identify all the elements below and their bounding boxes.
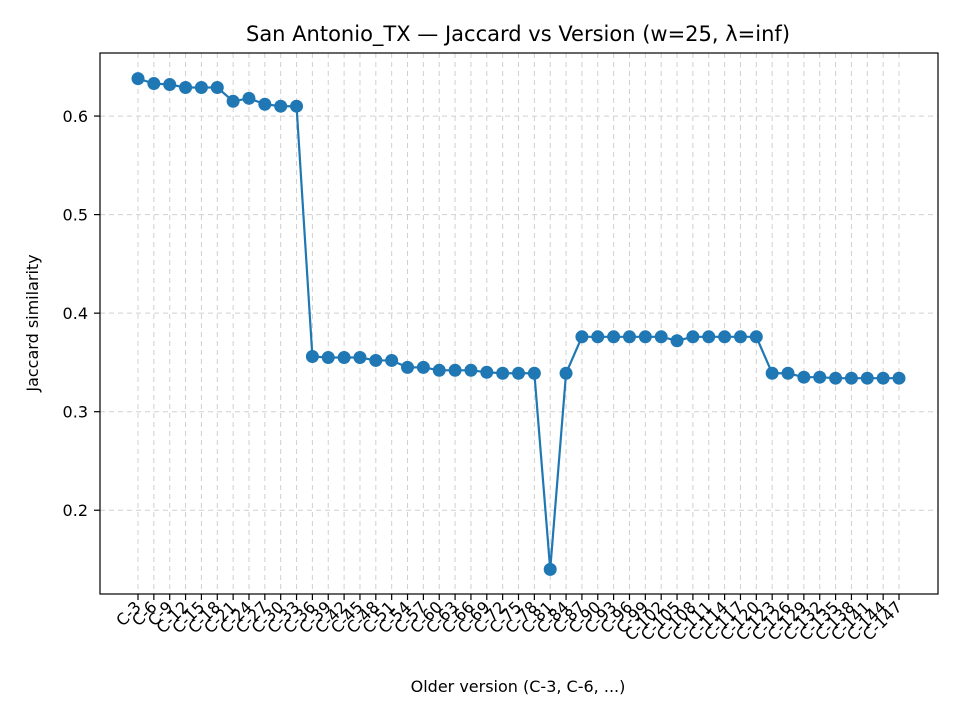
data-point bbox=[781, 366, 795, 380]
data-point bbox=[829, 371, 843, 385]
data-point bbox=[686, 330, 700, 344]
data-point bbox=[464, 363, 478, 377]
data-point bbox=[607, 330, 621, 344]
data-point bbox=[797, 370, 811, 384]
data-point bbox=[131, 72, 145, 86]
data-point bbox=[670, 334, 684, 348]
data-point bbox=[480, 365, 494, 379]
data-point bbox=[369, 353, 383, 367]
data-point bbox=[733, 330, 747, 344]
data-point bbox=[702, 330, 716, 344]
data-point bbox=[591, 330, 605, 344]
data-point bbox=[210, 80, 224, 94]
y-axis-label: Jaccard similarity bbox=[23, 254, 42, 392]
y-tick-label: 0.5 bbox=[63, 206, 88, 225]
data-point bbox=[813, 370, 827, 384]
data-point bbox=[242, 91, 256, 105]
data-point bbox=[321, 350, 335, 364]
data-point bbox=[749, 330, 763, 344]
data-point bbox=[448, 363, 462, 377]
data-point bbox=[860, 371, 874, 385]
data-point bbox=[163, 78, 177, 92]
y-tick-label: 0.3 bbox=[63, 403, 88, 422]
data-point bbox=[401, 360, 415, 374]
data-point bbox=[654, 330, 668, 344]
data-point bbox=[496, 366, 510, 380]
data-point bbox=[543, 562, 557, 576]
data-point bbox=[416, 360, 430, 374]
data-point bbox=[258, 97, 272, 111]
data-point bbox=[385, 353, 399, 367]
y-tick-label: 0.6 bbox=[63, 107, 88, 126]
y-tick-label: 0.4 bbox=[63, 304, 88, 323]
data-point bbox=[575, 330, 589, 344]
data-point bbox=[290, 99, 304, 113]
data-point bbox=[527, 366, 541, 380]
data-point bbox=[432, 363, 446, 377]
data-point bbox=[226, 94, 240, 108]
series-layer bbox=[131, 72, 906, 576]
data-point bbox=[876, 371, 890, 385]
data-point bbox=[638, 330, 652, 344]
data-point bbox=[718, 330, 732, 344]
data-point bbox=[194, 80, 208, 94]
data-point bbox=[622, 330, 636, 344]
y-tick-label: 0.2 bbox=[63, 501, 88, 520]
data-point bbox=[559, 366, 573, 380]
data-point bbox=[512, 366, 525, 380]
data-point bbox=[353, 350, 367, 364]
chart-title: San Antonio_TX — Jaccard vs Version (w=2… bbox=[246, 22, 790, 47]
data-point bbox=[892, 371, 906, 385]
data-point bbox=[147, 77, 161, 91]
x-axis-ticks: C-3C-6C-9C-12C-15C-18C-21C-24C-27C-30C-3… bbox=[112, 594, 906, 644]
data-point bbox=[337, 350, 351, 364]
data-point bbox=[844, 371, 858, 385]
x-axis-label: Older version (C-3, C-6, ...) bbox=[411, 677, 626, 696]
y-axis-ticks: 0.2 0.3 0.4 0.5 0.6 bbox=[63, 107, 100, 520]
data-point bbox=[765, 366, 779, 380]
data-point bbox=[179, 80, 193, 94]
data-point bbox=[305, 350, 319, 364]
grid-layer bbox=[100, 53, 938, 594]
data-point bbox=[274, 99, 288, 113]
